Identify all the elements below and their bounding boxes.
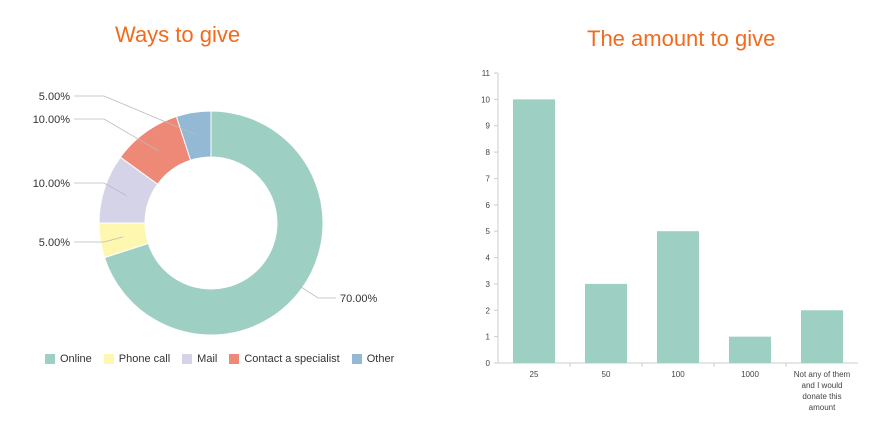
legend-swatch	[103, 354, 114, 364]
legend-swatch	[351, 354, 362, 364]
legend-label: Other	[366, 353, 395, 365]
slice-label: 10.00%	[33, 178, 71, 190]
slice-label: 70.00%	[340, 293, 378, 305]
y-tick-label: 3	[486, 280, 491, 289]
y-tick-label: 11	[482, 69, 491, 78]
legend-swatch	[45, 354, 55, 364]
y-tick-label: 0	[486, 359, 491, 368]
donut-slice	[175, 110, 212, 161]
x-tick-label: donate this	[802, 392, 841, 401]
y-tick-label: 5	[486, 227, 491, 236]
slice-label: 5.00%	[39, 237, 70, 249]
legend-item: Other	[351, 353, 395, 365]
legend-label: Contact a specialist	[244, 353, 340, 365]
legend-item: Phone call	[103, 353, 171, 365]
x-tick-label: 100	[671, 370, 685, 379]
slice-label: 10.00%	[33, 114, 71, 126]
x-tick-label: and I would	[802, 381, 843, 390]
legend-label: Mail	[197, 353, 218, 365]
x-tick-label: 50	[602, 370, 611, 379]
y-tick-label: 10	[481, 95, 490, 104]
bar-chart-title: The amount to give	[587, 26, 776, 51]
x-tick-label: Not any of them	[794, 370, 851, 379]
leader-line	[74, 118, 159, 152]
legend-swatch	[229, 354, 240, 364]
y-tick-label: 2	[486, 306, 491, 315]
y-tick-label: 1	[486, 333, 491, 342]
leader-line	[74, 236, 124, 243]
legend-label: Phone call	[118, 353, 171, 365]
legend-swatch	[182, 354, 193, 364]
y-tick-label: 8	[486, 148, 491, 157]
x-tick-label: 1000	[741, 370, 759, 379]
bar	[801, 310, 843, 363]
donut-legend: Online Phone call Mail Contact a specialist…	[45, 353, 406, 365]
y-tick-label: 6	[486, 201, 491, 210]
leader-line	[282, 274, 336, 299]
y-tick-label: 7	[486, 174, 491, 183]
donut-chart-title: Ways to give	[115, 22, 241, 47]
leader-line	[74, 182, 127, 196]
legend-item: Online	[45, 353, 92, 365]
y-tick-label: 4	[486, 254, 491, 263]
legend-label: Online	[60, 353, 92, 365]
legend-item: Mail	[182, 353, 217, 365]
bar	[729, 336, 771, 363]
x-tick-label: 25	[530, 370, 539, 379]
x-tick-label: amount	[809, 403, 836, 412]
bar	[513, 99, 555, 363]
bar	[657, 231, 699, 363]
donut-slice	[103, 110, 324, 336]
legend-item: Contact a specialist	[229, 353, 340, 365]
bar	[585, 283, 627, 363]
y-tick-label: 9	[486, 122, 491, 131]
slice-label: 5.00%	[39, 91, 70, 103]
leader-line	[74, 95, 198, 136]
